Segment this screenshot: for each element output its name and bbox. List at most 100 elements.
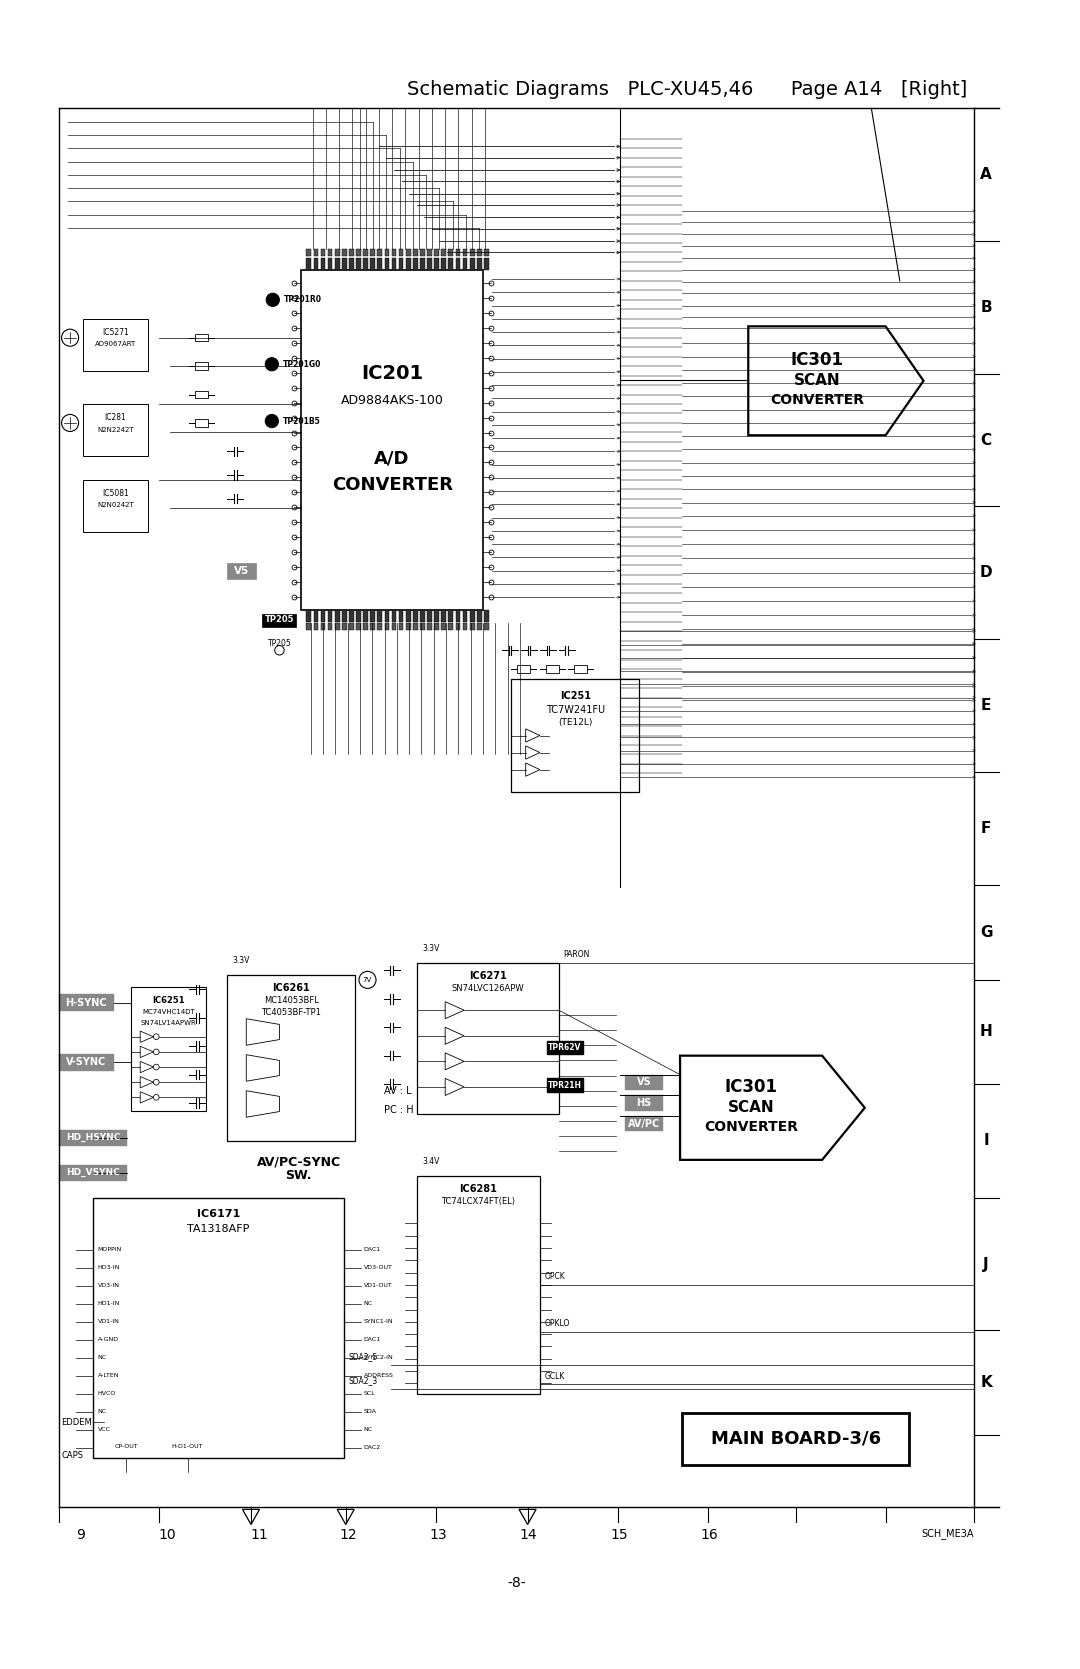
Bar — [484, 249, 489, 257]
Bar — [335, 623, 339, 631]
FancyBboxPatch shape — [546, 1040, 582, 1053]
Bar — [195, 362, 208, 371]
Bar — [413, 611, 418, 623]
Bar — [384, 623, 389, 631]
Text: TP201B5: TP201B5 — [283, 417, 321, 426]
Text: 13: 13 — [430, 1529, 447, 1542]
Bar — [406, 259, 410, 269]
FancyBboxPatch shape — [546, 1078, 582, 1092]
Bar — [349, 611, 354, 623]
Bar — [327, 623, 333, 631]
Bar — [363, 259, 368, 269]
Circle shape — [266, 414, 279, 427]
Text: AD9067ART: AD9067ART — [95, 342, 136, 347]
Bar — [313, 611, 319, 623]
Text: AV/PC: AV/PC — [627, 1118, 660, 1128]
Bar — [321, 249, 325, 257]
Text: 9: 9 — [76, 1529, 85, 1542]
Bar — [470, 623, 474, 631]
Bar — [307, 611, 311, 623]
Text: IC6261: IC6261 — [272, 983, 310, 993]
Bar — [625, 1117, 663, 1132]
Text: 7V: 7V — [363, 976, 373, 983]
Text: SDA: SDA — [364, 1409, 377, 1414]
Text: NC: NC — [364, 1302, 373, 1307]
Text: TC4053BF-TP1: TC4053BF-TP1 — [261, 1008, 321, 1016]
Bar — [428, 249, 432, 257]
Text: HD_HSYNC: HD_HSYNC — [66, 1133, 120, 1142]
Bar — [517, 666, 530, 673]
Text: SCAN: SCAN — [728, 1100, 774, 1115]
Bar — [356, 611, 361, 623]
Circle shape — [266, 357, 279, 371]
Text: A/D: A/D — [375, 451, 410, 467]
Bar — [335, 249, 339, 257]
Text: VS: VS — [637, 1077, 651, 1087]
Bar — [462, 249, 468, 257]
Bar — [428, 611, 432, 623]
Text: Schematic Diagrams   PLC-XU45,46      Page A14   [Right]: Schematic Diagrams PLC-XU45,46 Page A14 … — [407, 80, 968, 98]
Text: CAPS: CAPS — [62, 1450, 83, 1460]
Text: A: A — [981, 167, 991, 182]
Bar — [342, 611, 347, 623]
Text: TC7W241FU: TC7W241FU — [545, 704, 605, 714]
Bar — [512, 679, 639, 793]
Text: H-D1-OUT: H-D1-OUT — [172, 1444, 203, 1449]
Text: J: J — [983, 1257, 989, 1272]
Bar — [307, 249, 311, 257]
Text: OPKLO: OPKLO — [544, 1320, 570, 1329]
Bar — [625, 1095, 663, 1110]
Bar — [442, 611, 446, 623]
Text: A-GND: A-GND — [97, 1337, 119, 1342]
Text: IC281: IC281 — [105, 412, 126, 422]
Bar — [399, 623, 404, 631]
Bar — [420, 623, 424, 631]
Bar — [399, 249, 404, 257]
Bar — [349, 259, 354, 269]
Text: SCH_ME3A: SCH_ME3A — [921, 1529, 974, 1539]
Bar — [335, 259, 339, 269]
Bar — [356, 249, 361, 257]
Bar — [370, 249, 375, 257]
Bar — [406, 623, 410, 631]
Bar — [321, 259, 325, 269]
Text: MC14053BFL: MC14053BFL — [264, 996, 319, 1005]
Bar — [456, 249, 460, 257]
Bar — [321, 623, 325, 631]
Circle shape — [266, 294, 280, 307]
Text: SN74LV14APWR: SN74LV14APWR — [140, 1020, 197, 1025]
Text: C: C — [981, 432, 991, 447]
Bar — [335, 611, 339, 623]
Text: GCLK: GCLK — [544, 1372, 565, 1380]
Bar — [370, 259, 375, 269]
Bar — [313, 623, 319, 631]
Text: IC5081: IC5081 — [103, 489, 129, 497]
Bar — [195, 334, 208, 342]
Text: SDA2_3: SDA2_3 — [349, 1377, 378, 1385]
Bar — [477, 611, 482, 623]
Text: IC6281: IC6281 — [459, 1185, 497, 1195]
Text: 12: 12 — [340, 1529, 357, 1542]
Bar — [195, 419, 208, 427]
Bar — [420, 259, 424, 269]
Bar — [448, 611, 454, 623]
Text: PARON: PARON — [564, 950, 590, 960]
Text: 11: 11 — [251, 1529, 269, 1542]
Bar — [470, 249, 474, 257]
Bar — [413, 259, 418, 269]
Text: IC301: IC301 — [791, 350, 843, 369]
Bar — [327, 611, 333, 623]
Text: 3.4V: 3.4V — [422, 1157, 440, 1167]
Bar — [356, 259, 361, 269]
Bar — [377, 249, 382, 257]
Text: CP-OUT: CP-OUT — [114, 1444, 138, 1449]
Bar — [470, 611, 474, 623]
Bar — [93, 1198, 343, 1459]
Bar — [477, 623, 482, 631]
Text: HS: HS — [636, 1098, 651, 1108]
Text: DAC2: DAC2 — [364, 1445, 381, 1450]
Text: MC74VHC14DT: MC74VHC14DT — [143, 1010, 195, 1015]
Bar — [313, 259, 319, 269]
Bar — [406, 249, 410, 257]
Text: V5: V5 — [234, 566, 249, 576]
